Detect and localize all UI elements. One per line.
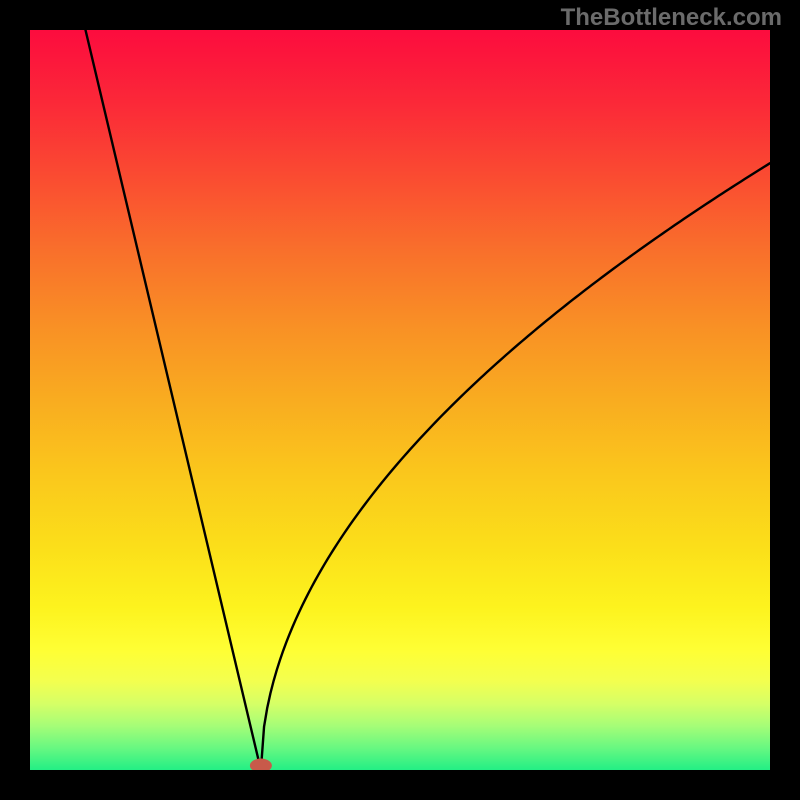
chart-frame: TheBottleneck.com [0,0,800,800]
plot-area [30,30,770,770]
watermark-text: TheBottleneck.com [561,4,782,32]
gradient-background [30,30,770,770]
